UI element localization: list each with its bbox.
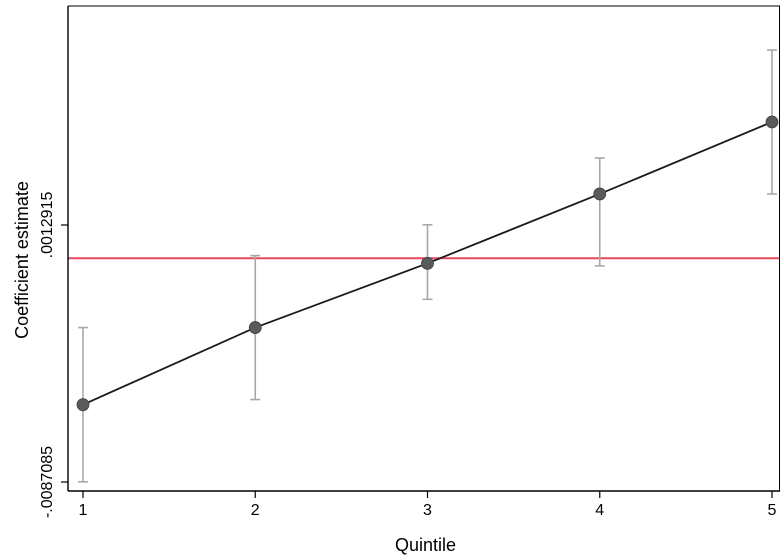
axes: [67, 5, 780, 492]
x-tick-label: 5: [768, 502, 777, 519]
marker-layer: [76, 115, 779, 412]
data-point: [593, 187, 607, 201]
x-tick-label: 4: [595, 502, 604, 519]
x-tick-label: 1: [79, 502, 88, 519]
data-point: [765, 115, 779, 129]
y-axis-title: Coefficient estimate: [12, 181, 32, 339]
ticks: 1 2 3 4 5 -.0087085 .0012915: [39, 192, 777, 519]
data-point: [76, 398, 90, 412]
y-tick-label: .0012915: [39, 192, 56, 259]
x-axis-title: Quintile: [395, 535, 456, 555]
data-point: [248, 321, 262, 334]
ci-bar: [594, 157, 605, 267]
x-tick-label: 3: [423, 502, 432, 519]
y-tick-label: -.0087085: [39, 446, 56, 518]
data-point: [421, 256, 434, 270]
x-tick-label: 2: [251, 502, 260, 519]
